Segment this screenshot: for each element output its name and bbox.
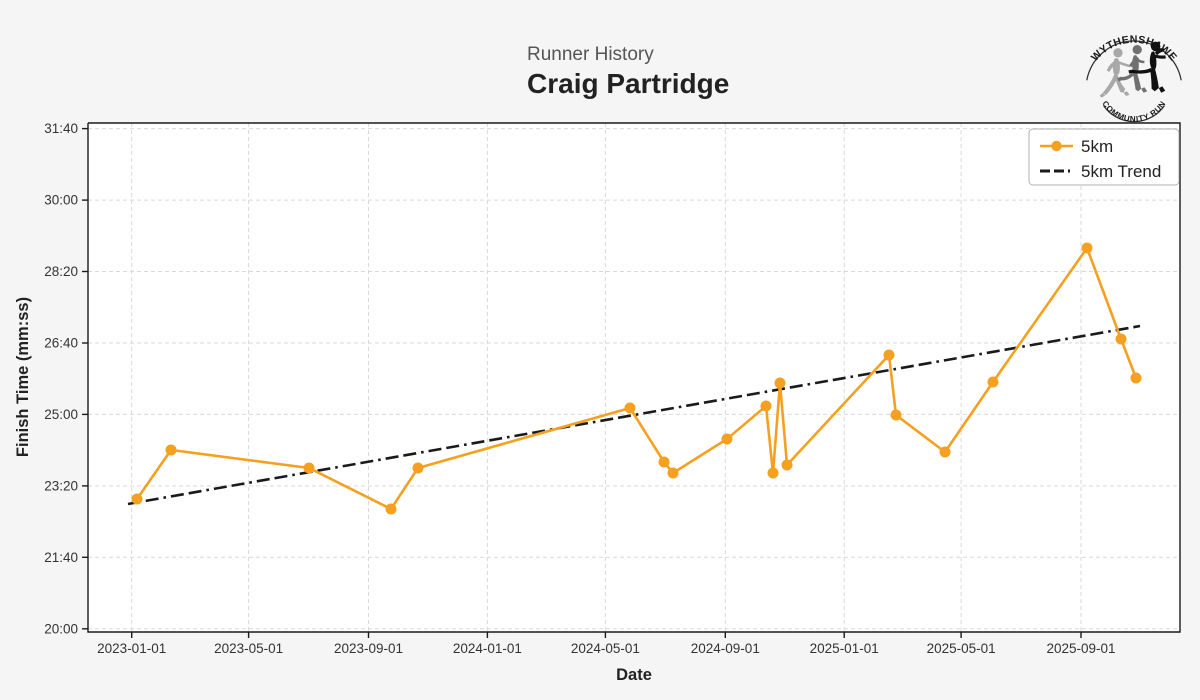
svg-text:21:40: 21:40 <box>44 550 78 565</box>
svg-text:26:40: 26:40 <box>44 336 78 351</box>
svg-text:28:20: 28:20 <box>44 264 78 279</box>
svg-text:2025-09-01: 2025-09-01 <box>1046 641 1115 656</box>
svg-text:Finish Time (mm:ss): Finish Time (mm:ss) <box>14 297 32 457</box>
svg-text:2025-05-01: 2025-05-01 <box>927 641 996 656</box>
svg-text:2023-05-01: 2023-05-01 <box>214 641 283 656</box>
svg-text:2024-09-01: 2024-09-01 <box>691 641 760 656</box>
svg-text:20:00: 20:00 <box>44 621 78 636</box>
svg-text:COMMUNITY RUN: COMMUNITY RUN <box>1100 99 1167 124</box>
svg-text:Date: Date <box>616 666 652 684</box>
svg-text:30:00: 30:00 <box>44 193 78 208</box>
svg-text:25:00: 25:00 <box>44 407 78 422</box>
svg-text:31:40: 31:40 <box>44 121 78 136</box>
svg-text:2023-09-01: 2023-09-01 <box>334 641 403 656</box>
svg-text:2024-01-01: 2024-01-01 <box>453 641 522 656</box>
svg-text:2025-01-01: 2025-01-01 <box>810 641 879 656</box>
svg-text:5km Trend: 5km Trend <box>1081 162 1161 181</box>
svg-text:23:20: 23:20 <box>44 478 78 493</box>
svg-text:5km: 5km <box>1081 137 1113 156</box>
svg-text:2024-05-01: 2024-05-01 <box>571 641 640 656</box>
svg-text:2023-01-01: 2023-01-01 <box>97 641 166 656</box>
